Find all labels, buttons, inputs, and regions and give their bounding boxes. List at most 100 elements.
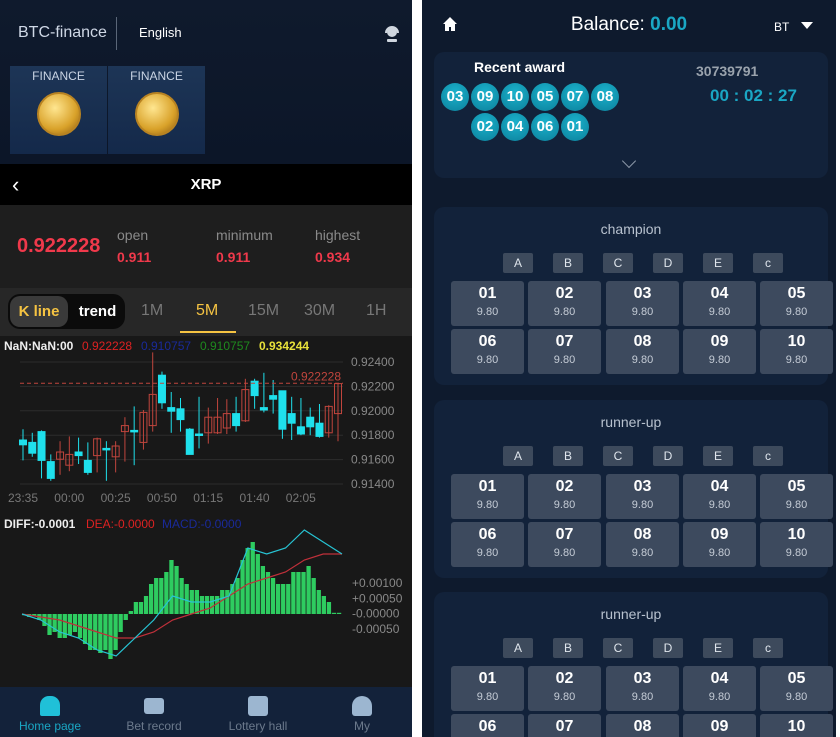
- candle-body: [204, 416, 213, 434]
- bet-option[interactable]: 069.80: [451, 714, 524, 737]
- quick-select-tag[interactable]: C: [603, 253, 633, 273]
- bet-option[interactable]: 03 9.80: [606, 281, 679, 326]
- section-title: champion: [600, 221, 662, 237]
- quick-select-tag[interactable]: E: [703, 638, 733, 658]
- stat-label: minimum: [216, 227, 273, 243]
- bet-option[interactable]: 04 9.80: [683, 281, 756, 326]
- nav-my[interactable]: My: [312, 687, 412, 737]
- candle-body: [139, 411, 148, 443]
- macd-bar: [93, 614, 98, 650]
- option-odds: 9.80: [476, 306, 499, 318]
- candle-body: [232, 413, 241, 427]
- bet-option[interactable]: 01 9.80: [451, 281, 524, 326]
- macd-bar: [245, 548, 250, 614]
- tab-trend[interactable]: trend: [78, 303, 117, 320]
- ticket-icon: [144, 698, 164, 714]
- back-arrow-icon[interactable]: ‹: [12, 172, 20, 197]
- nav-bet-record[interactable]: Bet record: [104, 687, 204, 737]
- candle-body: [259, 407, 268, 411]
- header: BTC-finance English FINANCE FINANCE: [0, 0, 412, 164]
- quick-select-tag[interactable]: c: [753, 253, 783, 273]
- option-number: 01: [478, 285, 497, 302]
- award-ball: 03: [441, 83, 469, 111]
- candle-body: [269, 395, 278, 400]
- bet-option[interactable]: 01 9.80: [451, 666, 524, 711]
- nav-label: Home page: [18, 719, 82, 733]
- home-icon[interactable]: [442, 16, 458, 32]
- language-selector[interactable]: English: [139, 25, 182, 40]
- quick-select-tag[interactable]: D: [653, 446, 683, 466]
- quick-select-tag[interactable]: E: [703, 446, 733, 466]
- quick-select-tag[interactable]: A: [503, 446, 533, 466]
- bet-option[interactable]: 089.80: [606, 714, 679, 737]
- quick-select-tag[interactable]: C: [603, 446, 633, 466]
- finance-card[interactable]: FINANCE: [10, 66, 107, 154]
- balance-value: 0.00: [650, 14, 688, 35]
- timeframe-30m[interactable]: 30M: [304, 302, 336, 319]
- nav-lottery-hall[interactable]: Lottery hall: [208, 687, 308, 737]
- bet-option[interactable]: 05 9.80: [760, 281, 833, 326]
- quick-select-tag[interactable]: B: [553, 638, 583, 658]
- macd-bar: [235, 578, 240, 614]
- bet-option[interactable]: 109.80: [760, 714, 833, 737]
- timeframe-15m[interactable]: 15M: [248, 302, 280, 319]
- nav-home[interactable]: Home page: [0, 687, 100, 737]
- quick-select-tag[interactable]: B: [553, 446, 583, 466]
- tab-kline[interactable]: K line: [10, 296, 68, 327]
- quick-select-tag[interactable]: c: [753, 446, 783, 466]
- macd-bar: [199, 596, 205, 614]
- timeframe-1m[interactable]: 1M: [141, 302, 164, 319]
- finance-card[interactable]: FINANCE: [108, 66, 205, 154]
- bet-option[interactable]: 03 9.80: [606, 666, 679, 711]
- quick-select-tag[interactable]: c: [753, 638, 783, 658]
- option-odds: 9.80: [553, 547, 576, 559]
- candle-body: [148, 393, 157, 427]
- macd-bar: [184, 584, 189, 614]
- quick-select-tag[interactable]: B: [553, 253, 583, 273]
- quick-select-tag[interactable]: D: [653, 253, 683, 273]
- bet-option[interactable]: 099.80: [683, 714, 756, 737]
- bet-option[interactable]: 05 9.80: [760, 474, 833, 519]
- kline-chart[interactable]: NaN:NaN:00 0.922228 0.910757 0.910757 0.…: [0, 336, 412, 687]
- bet-option[interactable]: 03 9.80: [606, 474, 679, 519]
- timeframe-5m[interactable]: 5M: [196, 302, 219, 319]
- option-odds: 9.80: [476, 354, 499, 366]
- candle-body: [278, 390, 287, 430]
- macd-bar: [311, 578, 316, 614]
- divider: [116, 17, 117, 50]
- active-tab-underline: [180, 331, 236, 333]
- quick-select-tag[interactable]: C: [603, 638, 633, 658]
- option-number: 08: [633, 718, 652, 735]
- quick-select-tag[interactable]: E: [703, 253, 733, 273]
- chevron-down-icon[interactable]: [621, 153, 637, 169]
- option-odds: 9.80: [631, 354, 654, 366]
- bet-option[interactable]: 05 9.80: [760, 666, 833, 711]
- quick-select-tag[interactable]: D: [653, 638, 683, 658]
- bet-option[interactable]: 02 9.80: [528, 474, 601, 519]
- quick-select-tag[interactable]: A: [503, 638, 533, 658]
- bet-option[interactable]: 01 9.80: [451, 474, 524, 519]
- caret-down-icon[interactable]: [801, 22, 813, 29]
- bet-option[interactable]: 02 9.80: [528, 666, 601, 711]
- currency-selector[interactable]: BT: [774, 20, 790, 34]
- quick-select-tag[interactable]: A: [503, 253, 533, 273]
- bet-option[interactable]: 079.80: [528, 714, 601, 737]
- customer-service-icon[interactable]: [383, 24, 401, 42]
- timeframe-1h[interactable]: 1H: [366, 302, 387, 319]
- y-tick-label: 0.91800: [351, 428, 395, 442]
- award-ball: 09: [471, 83, 499, 111]
- bet-option[interactable]: 04 9.80: [683, 474, 756, 519]
- bet-option[interactable]: 02 9.80: [528, 281, 601, 326]
- bet-option[interactable]: 04 9.80: [683, 666, 756, 711]
- macd-bar: [296, 572, 301, 614]
